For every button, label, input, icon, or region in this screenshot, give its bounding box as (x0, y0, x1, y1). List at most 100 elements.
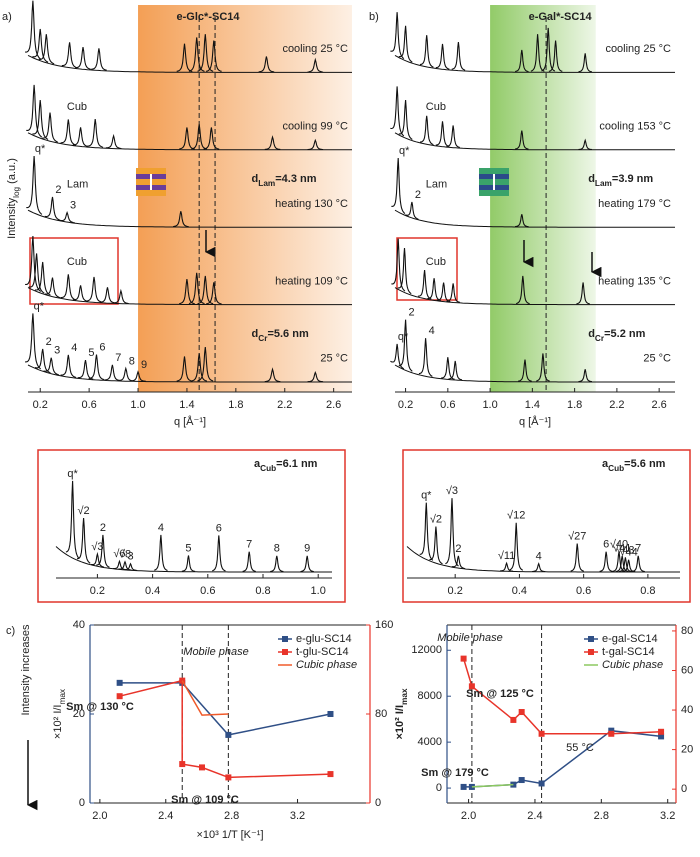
peak-label: √3 (446, 485, 458, 497)
point (538, 780, 545, 787)
legend-marker (282, 649, 288, 655)
panel-label: a) (2, 11, 12, 23)
x-tick-label: 0.2 (398, 399, 413, 411)
legend-marker (588, 649, 594, 655)
peak (188, 37, 205, 72)
highlight-band (138, 5, 352, 392)
peak (451, 42, 466, 71)
point (116, 693, 123, 700)
peak (181, 555, 196, 572)
peak (191, 124, 208, 150)
peak (179, 279, 195, 305)
spacing-label-sub: Cub (260, 464, 276, 473)
point (468, 783, 475, 790)
peak-label: 9 (141, 359, 147, 371)
phase-label: Cub (426, 256, 446, 268)
peak-label: 4 (158, 522, 164, 534)
spacing-label-sub: Lam (258, 179, 275, 188)
peak (44, 277, 61, 299)
peak (514, 130, 529, 150)
peak (307, 57, 324, 73)
y2-tick-label: 80 (375, 708, 387, 720)
point (199, 764, 205, 771)
spacing-label-main: d (252, 328, 259, 340)
peak (578, 138, 592, 151)
x-tick-label: 0.6 (81, 399, 96, 411)
annotation: 55 °C (566, 742, 594, 754)
peak (405, 201, 419, 220)
peak (72, 127, 89, 148)
legend-label: t-glu-SC14 (296, 646, 349, 658)
peak-label: q* (421, 489, 432, 501)
legend-label: e-gal-SC14 (602, 633, 658, 645)
x-tick-label: 0.8 (255, 585, 270, 597)
peak-label: √2 (430, 514, 442, 526)
peak (60, 119, 77, 146)
trace-baseline (55, 546, 332, 573)
point (468, 683, 475, 690)
y2-tick-label: 60 (681, 664, 693, 676)
peak (38, 34, 55, 65)
x-tick-label: 0.4 (512, 585, 527, 597)
peak (270, 555, 284, 573)
peak (91, 48, 107, 71)
peak (514, 49, 529, 73)
peak (77, 517, 91, 564)
backgrounds (138, 5, 596, 392)
spacing-label-main: d (588, 173, 595, 185)
peak (99, 287, 116, 304)
peak (429, 526, 443, 565)
peak-label: 8 (274, 543, 280, 555)
x-tick-label: 2.0 (92, 810, 107, 822)
y2-axis-label-main: ×10² I/I (394, 705, 406, 740)
trace-baseline (394, 132, 675, 151)
point (327, 771, 334, 778)
series-line (119, 679, 331, 779)
peak (104, 364, 121, 382)
point (518, 709, 525, 716)
x-tick-label: 1.8 (228, 399, 243, 411)
peak (25, 235, 42, 292)
x-tick-label: 2.4 (158, 810, 173, 822)
y2-tick-label: 20 (681, 744, 693, 756)
peak-label: q* (399, 145, 410, 157)
peak (417, 270, 432, 300)
peak (173, 211, 189, 228)
trace-baseline (27, 364, 352, 383)
peak (576, 282, 590, 305)
trace-name: heating 109 °C (275, 275, 348, 287)
trace-name: cooling 99 °C (282, 120, 348, 132)
spacing-label-rest: =5.6 nm (624, 458, 665, 470)
peak (88, 354, 105, 381)
x-tick-label: 0.2 (448, 585, 463, 597)
peak (87, 119, 104, 148)
panel-title: e-Gal*-SC14 (529, 11, 593, 23)
peak (25, 313, 42, 370)
peak-label: 9 (304, 543, 310, 555)
panel-label: c) (6, 625, 15, 637)
peak (32, 28, 49, 63)
phase-label: Cub (426, 101, 446, 113)
point (327, 711, 334, 717)
peak (258, 56, 275, 73)
x-tick-label: 1.0 (482, 399, 497, 411)
lam-icon (136, 168, 166, 196)
trace-name: heating 179 °C (598, 198, 671, 210)
y-axis-label-sub: log (12, 186, 21, 197)
peak-label: 3 (127, 551, 133, 563)
annotation: Sm @ 130 °C (66, 701, 134, 713)
x-axis-label: q [Å⁻¹] (519, 415, 551, 428)
peak-label: √43 (616, 544, 634, 556)
y2-axis-label-sub: max (400, 688, 409, 705)
x-tick-label: 0.6 (200, 585, 215, 597)
peak (34, 348, 51, 374)
peak (578, 369, 592, 383)
peak (44, 196, 61, 221)
peak (307, 370, 324, 383)
spacing-label: aCub=6.1 nm (254, 458, 318, 473)
legend-label: e-glu-SC14 (296, 633, 352, 645)
peak (541, 27, 556, 72)
peak (530, 34, 545, 72)
peak-label: √44 (619, 547, 637, 559)
peak-label: 7 (115, 352, 121, 364)
